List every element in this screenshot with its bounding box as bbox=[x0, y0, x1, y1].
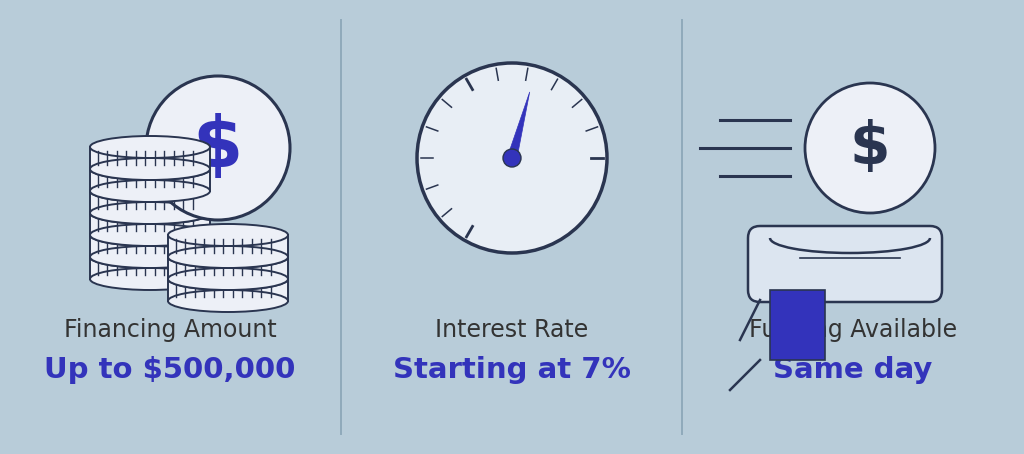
Circle shape bbox=[503, 149, 521, 167]
Circle shape bbox=[417, 63, 607, 253]
Ellipse shape bbox=[90, 202, 210, 224]
Ellipse shape bbox=[168, 246, 288, 268]
FancyBboxPatch shape bbox=[90, 213, 210, 235]
Ellipse shape bbox=[90, 180, 210, 202]
Text: Up to $500,000: Up to $500,000 bbox=[44, 356, 296, 384]
Ellipse shape bbox=[168, 268, 288, 290]
Ellipse shape bbox=[168, 246, 288, 268]
Text: $: $ bbox=[193, 114, 243, 183]
FancyBboxPatch shape bbox=[748, 226, 942, 302]
Circle shape bbox=[805, 83, 935, 213]
Polygon shape bbox=[507, 92, 529, 158]
Ellipse shape bbox=[90, 136, 210, 158]
Text: Interest Rate: Interest Rate bbox=[435, 318, 589, 342]
Text: Starting at 7%: Starting at 7% bbox=[393, 356, 631, 384]
FancyBboxPatch shape bbox=[90, 257, 210, 279]
Text: Financing Amount: Financing Amount bbox=[63, 318, 276, 342]
FancyBboxPatch shape bbox=[90, 191, 210, 213]
FancyBboxPatch shape bbox=[90, 169, 210, 191]
FancyBboxPatch shape bbox=[168, 279, 288, 301]
Ellipse shape bbox=[90, 202, 210, 224]
Ellipse shape bbox=[90, 180, 210, 202]
Text: $: $ bbox=[850, 119, 890, 177]
FancyBboxPatch shape bbox=[90, 235, 210, 257]
FancyBboxPatch shape bbox=[770, 290, 825, 360]
Ellipse shape bbox=[168, 268, 288, 290]
Text: Funding Available: Funding Available bbox=[749, 318, 957, 342]
Ellipse shape bbox=[90, 224, 210, 246]
Ellipse shape bbox=[90, 268, 210, 290]
Ellipse shape bbox=[90, 158, 210, 180]
Ellipse shape bbox=[90, 246, 210, 268]
FancyBboxPatch shape bbox=[168, 257, 288, 279]
Ellipse shape bbox=[168, 224, 288, 246]
Ellipse shape bbox=[168, 290, 288, 312]
Ellipse shape bbox=[90, 158, 210, 180]
Ellipse shape bbox=[90, 224, 210, 246]
FancyBboxPatch shape bbox=[90, 147, 210, 169]
Ellipse shape bbox=[90, 246, 210, 268]
Circle shape bbox=[146, 76, 290, 220]
Text: Same day: Same day bbox=[773, 356, 933, 384]
FancyBboxPatch shape bbox=[168, 235, 288, 257]
